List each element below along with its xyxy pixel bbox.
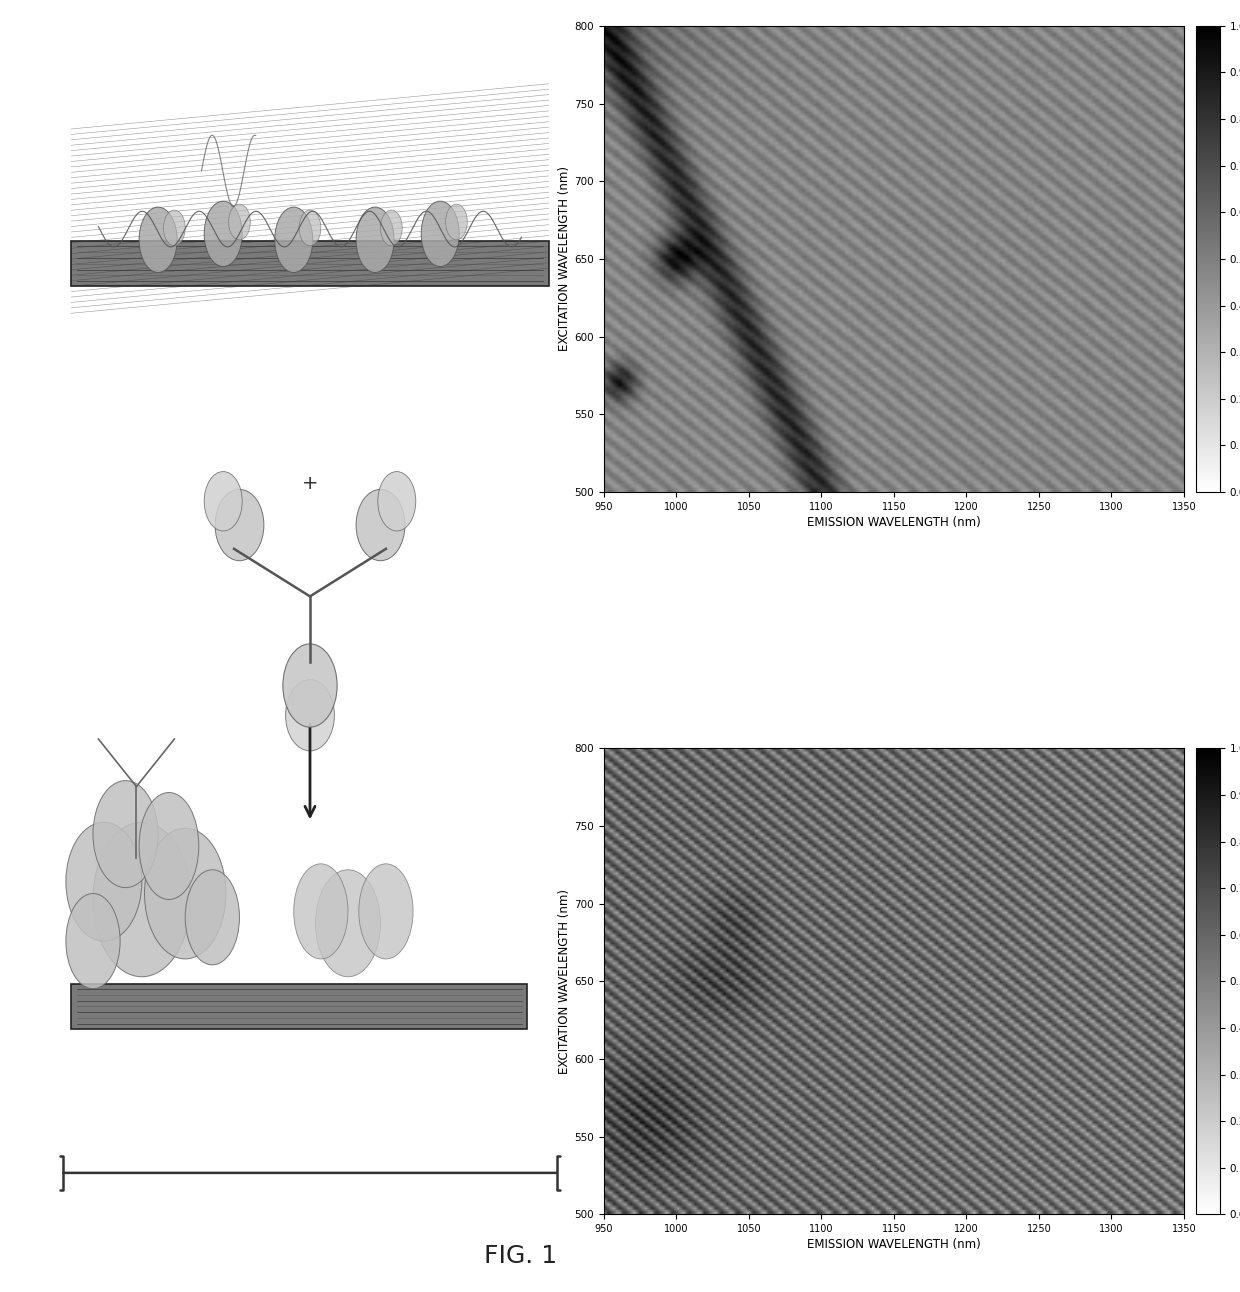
Ellipse shape (294, 864, 348, 959)
Ellipse shape (139, 207, 177, 273)
Y-axis label: EXCITATION WAVELENGTH (nm): EXCITATION WAVELENGTH (nm) (558, 889, 572, 1074)
Ellipse shape (93, 780, 157, 888)
Ellipse shape (145, 828, 226, 959)
FancyBboxPatch shape (71, 985, 527, 1028)
Ellipse shape (185, 870, 239, 965)
Ellipse shape (93, 822, 191, 977)
Ellipse shape (356, 207, 394, 273)
Ellipse shape (66, 894, 120, 988)
X-axis label: EMISSION WAVELENGTH (nm): EMISSION WAVELENGTH (nm) (807, 516, 981, 528)
Ellipse shape (215, 490, 264, 561)
Ellipse shape (378, 472, 415, 531)
X-axis label: EMISSION WAVELENGTH (nm): EMISSION WAVELENGTH (nm) (807, 1238, 981, 1252)
Ellipse shape (381, 211, 402, 245)
Ellipse shape (358, 864, 413, 959)
Ellipse shape (283, 643, 337, 727)
Ellipse shape (228, 204, 250, 240)
Ellipse shape (422, 202, 459, 266)
Ellipse shape (139, 792, 198, 899)
Ellipse shape (66, 822, 141, 941)
Ellipse shape (164, 211, 185, 245)
Text: +: + (301, 474, 319, 494)
Ellipse shape (315, 870, 381, 977)
Ellipse shape (285, 680, 335, 751)
FancyBboxPatch shape (71, 242, 548, 286)
Ellipse shape (205, 472, 242, 531)
Ellipse shape (299, 211, 321, 245)
Text: FIG. 1: FIG. 1 (485, 1244, 557, 1267)
Ellipse shape (356, 490, 405, 561)
Ellipse shape (205, 202, 242, 266)
Ellipse shape (445, 204, 467, 240)
Ellipse shape (275, 207, 312, 273)
Y-axis label: EXCITATION WAVELENGTH (nm): EXCITATION WAVELENGTH (nm) (558, 167, 572, 351)
